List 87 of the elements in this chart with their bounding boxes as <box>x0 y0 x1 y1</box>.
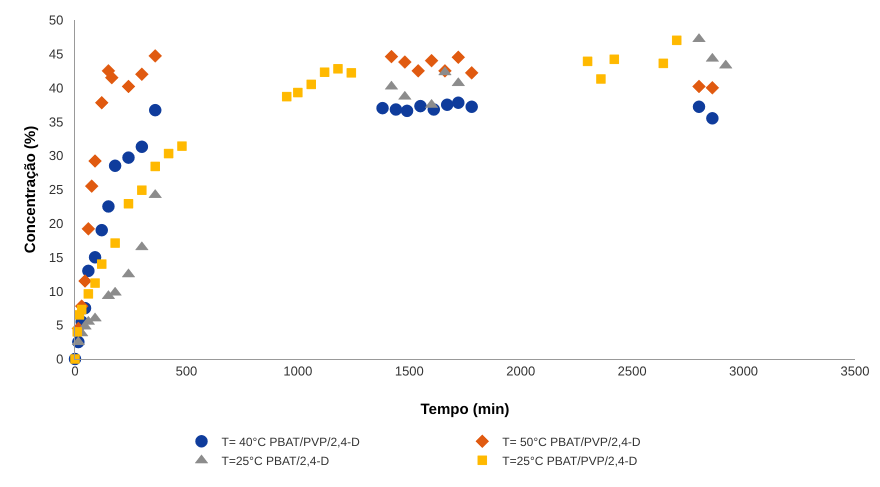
point <box>135 241 148 250</box>
point <box>164 148 174 158</box>
y-tick-label: 30 <box>48 148 64 164</box>
point <box>122 80 136 94</box>
point <box>177 141 187 151</box>
x-tick-label: 3500 <box>840 364 870 379</box>
x-tick-label: 2000 <box>506 364 536 379</box>
point <box>706 81 720 95</box>
y-tick-label: 40 <box>48 80 64 96</box>
point <box>108 160 122 172</box>
y-tick-label: 10 <box>48 284 64 299</box>
x-tick-label: 500 <box>176 364 198 379</box>
point <box>610 54 620 64</box>
x-tick-label: 2500 <box>618 364 647 379</box>
legend-label: T=25°C PBAT/PVP/2,4-D <box>502 454 638 468</box>
point <box>122 151 135 164</box>
x-tick-label: 1000 <box>283 364 312 379</box>
point <box>82 222 96 236</box>
point <box>320 67 330 77</box>
point <box>96 259 106 269</box>
point <box>90 278 100 288</box>
point <box>582 56 592 66</box>
y-tick-label: 45 <box>48 46 64 62</box>
point <box>424 54 438 68</box>
point <box>376 102 389 114</box>
point <box>452 77 465 86</box>
point <box>76 304 86 314</box>
point <box>452 50 466 64</box>
point <box>706 112 719 125</box>
point <box>105 70 119 84</box>
point <box>333 64 343 74</box>
point <box>672 36 682 46</box>
point <box>72 327 82 337</box>
x-tick-label: 3000 <box>729 364 758 379</box>
point <box>95 224 108 236</box>
y-tick-label: 20 <box>48 216 64 231</box>
point <box>390 103 402 116</box>
point <box>692 100 706 114</box>
y-tick-label: 0 <box>56 352 64 367</box>
legend-label: T= 50°C PBAT/PVP/2,4-D <box>502 434 641 449</box>
legend-label: T= 40°C PBAT/PVP/2,4-D <box>222 434 360 449</box>
point <box>658 58 668 68</box>
point <box>692 80 706 94</box>
point <box>282 92 292 102</box>
point <box>137 185 147 195</box>
point <box>148 49 162 63</box>
point <box>398 55 412 69</box>
point <box>94 96 108 110</box>
point <box>124 198 134 208</box>
point <box>88 154 102 168</box>
point <box>78 274 92 288</box>
y-axis-title: Concentração (%) <box>22 126 39 254</box>
x-tick-label: 1500 <box>394 364 424 379</box>
point <box>136 140 148 154</box>
point <box>88 251 102 264</box>
point <box>398 90 412 100</box>
point <box>293 88 303 98</box>
point <box>110 238 120 248</box>
point <box>452 96 465 109</box>
legend-label: T=25°C PBAT/2,4-D <box>222 454 330 468</box>
x-axis-title: Tempo (min) <box>420 401 510 418</box>
point <box>72 336 85 346</box>
point <box>440 98 454 111</box>
y-tick-label: 35 <box>48 114 64 130</box>
point <box>465 100 478 114</box>
x-tick-label: 0 <box>71 364 79 379</box>
point <box>84 179 98 193</box>
point <box>148 104 162 116</box>
y-tick-label: 25 <box>48 182 64 198</box>
point <box>596 74 606 84</box>
point <box>102 200 115 213</box>
point <box>82 264 95 278</box>
point <box>108 286 122 296</box>
point <box>150 162 160 172</box>
y-tick-label: 50 <box>48 12 64 28</box>
point <box>306 80 316 90</box>
y-tick-label: 5 <box>56 318 64 333</box>
point <box>411 64 425 78</box>
point <box>414 100 427 112</box>
point <box>706 52 719 62</box>
y-tick-label: 15 <box>48 250 64 265</box>
point <box>400 104 414 118</box>
point <box>384 50 398 64</box>
point <box>346 68 356 78</box>
point <box>135 67 149 81</box>
point <box>464 66 478 80</box>
point <box>84 289 94 299</box>
